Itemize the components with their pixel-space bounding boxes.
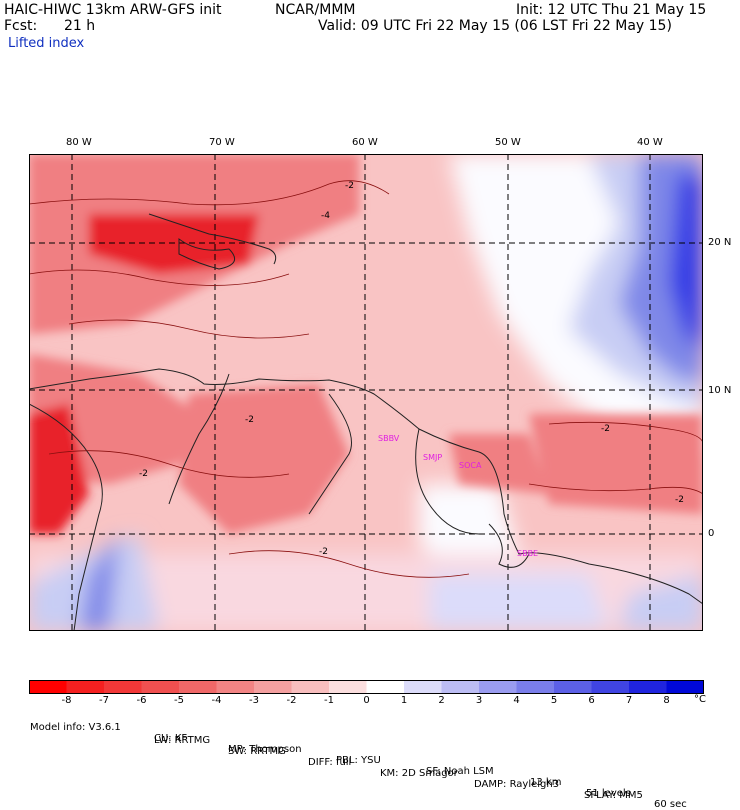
colorbar-segment: [479, 680, 517, 694]
contour-label: -2: [345, 181, 354, 191]
colorbar-tick-label: -4: [211, 695, 222, 706]
field-name: Lifted index: [8, 36, 85, 51]
model-version: Model info: V3.6.1: [30, 722, 121, 733]
colorbar-segment: [104, 680, 142, 694]
forecast-hour: 21 h: [64, 18, 96, 34]
time-step: 60 sec: [654, 799, 687, 810]
contour-label: -2: [675, 495, 684, 505]
graticule: [29, 154, 703, 631]
colorbar-segment: [66, 680, 105, 694]
valid-time: Valid: 09 UTC Fri 22 May 15 (06 LST Fri …: [318, 18, 672, 34]
colorbar-segment: [366, 680, 405, 694]
colorbar-tick-label: -8: [61, 695, 72, 706]
lon-label-80w: 80 W: [66, 137, 92, 148]
colorbar-tick-label: 5: [550, 695, 558, 706]
colorbar-tick-label: 6: [588, 695, 595, 706]
stable-region-andes: [79, 534, 119, 631]
station-label-sbbv: SBBV: [378, 434, 400, 443]
unstable-region-colombia: [179, 384, 349, 534]
km-option: KM: 2D Smagor: [380, 768, 458, 779]
colorbar-tick-label: 1: [400, 695, 408, 706]
colorbar-segment: [629, 680, 667, 694]
cumulus-scheme: CU: KF: [154, 733, 188, 744]
lon-label-60w: 60 W: [352, 137, 378, 148]
colorbar-tick-label: -6: [136, 695, 147, 706]
colorbar-tick-label: -3: [249, 695, 259, 706]
station-label-sbbe: SBBE: [517, 549, 538, 558]
coastlines: [29, 213, 703, 631]
colorbar-segment: [141, 680, 180, 694]
lon-label-40w: 40 W: [637, 137, 663, 148]
colorbar-tick-label: -1: [324, 695, 334, 706]
colorbar-segment: [404, 680, 442, 694]
colorbar-tick-label: 0: [363, 695, 370, 706]
init-time: Init: 12 UTC Thu 21 May 15: [516, 2, 707, 18]
colorbar-segment: [29, 680, 67, 694]
unstable-region-hispaniola: [89, 214, 259, 274]
model-info-row1: Model info: V3.6.1 CU: KF MP: Thompson P…: [30, 711, 730, 810]
core-stable-region-east: [669, 174, 703, 354]
contour-label: -2: [319, 547, 328, 557]
colorbar-segment: [666, 680, 704, 694]
contour-label: -4: [321, 211, 330, 221]
lon-label-50w: 50 W: [495, 137, 521, 148]
model-info-row2: LW: RRTMG SW: RRTMG DIFF: full KM: 2D Sm…: [30, 724, 730, 801]
damping-option: DAMP: Rayleigh3: [474, 779, 560, 790]
colorbar: [29, 680, 704, 694]
map-frame: [29, 154, 703, 631]
contour-label: -2: [139, 469, 148, 479]
lat-label-20n: 20 N: [708, 237, 732, 248]
colorbar-segment: [216, 680, 255, 694]
colorbar-tick-label: -5: [174, 695, 184, 706]
colorbar-segment: [516, 680, 555, 694]
lat-label-eq: 0: [708, 528, 715, 539]
station-label-smjp: SMJP: [423, 453, 442, 462]
contour-lines: [29, 180, 703, 578]
colorbar-tick-label: 2: [438, 695, 445, 706]
colorbar-tick-label: 7: [625, 695, 633, 706]
colorbar-tick-label: 4: [513, 695, 520, 706]
model-title: HAIC-HIWC 13km ARW-GFS init: [4, 2, 222, 18]
colorbar-frame: [29, 680, 704, 694]
lifted-index-map: -2 -4 -2 -2 -2 -2 -2 SBBV SMJP SOCA SBBE: [29, 154, 703, 631]
surface-layer-scheme: SFLAY: MM5: [584, 790, 643, 801]
colorbar-segment: [291, 680, 330, 694]
stable-region-central: [429, 574, 609, 631]
shortwave-scheme: SW: RRTMG: [228, 746, 286, 757]
colorbar-segment: [179, 680, 217, 694]
unstable-region-guiana: [449, 434, 549, 494]
colorbar-segment: [254, 680, 292, 694]
colorbar-tick-label: -2: [286, 695, 297, 706]
org-label: NCAR/MMM: [275, 2, 356, 18]
colorbar-segment: [591, 680, 630, 694]
colorbar-segment: [329, 680, 367, 694]
colorbar-segment: [441, 680, 480, 694]
colorbar-unit: °C: [694, 694, 706, 705]
colorbar-tick-label: 8: [663, 695, 670, 706]
lat-label-10n: 10 N: [708, 385, 732, 396]
unstable-region-pacific: [29, 404, 89, 534]
colorbar-tick-label: 3: [475, 695, 483, 706]
station-label-soca: SOCA: [459, 461, 482, 470]
diffusion-option: DIFF: full: [308, 757, 352, 768]
stable-region-southeast: [619, 574, 703, 631]
neutral-region-amazon: [419, 484, 519, 574]
contour-label: -2: [601, 424, 610, 434]
colorbar-segment: [554, 680, 592, 694]
forecast-label: Fcst:: [4, 18, 38, 34]
contour-label: -2: [245, 415, 254, 425]
longwave-scheme: LW: RRTMG: [154, 735, 211, 746]
colorbar-tick-label: -7: [99, 695, 109, 706]
lon-label-70w: 70 W: [209, 137, 235, 148]
